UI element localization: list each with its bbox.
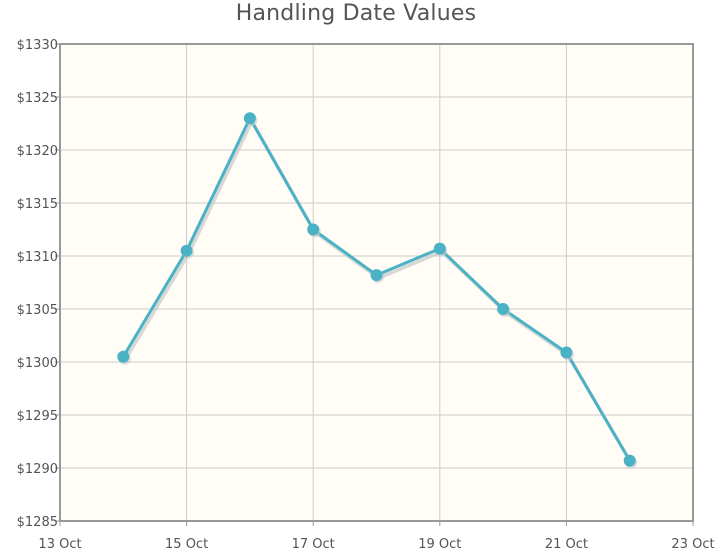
data-point	[433, 242, 446, 255]
y-tick-label: $1315	[17, 197, 58, 212]
plot-border	[59, 43, 694, 522]
x-tick-label: 13 Oct	[38, 537, 81, 552]
data-point	[497, 303, 510, 315]
x-tick-label: 19 Oct	[418, 537, 461, 552]
data-point	[307, 223, 320, 236]
y-tick-label: $1300	[17, 356, 58, 371]
data-point	[243, 112, 256, 125]
axis-ticks	[55, 43, 694, 526]
chart-title: Handling Date Values	[235, 1, 477, 26]
data-point	[117, 350, 130, 363]
data-point	[180, 244, 193, 257]
x-tick-label: 21 Oct	[545, 537, 588, 552]
y-tick-label: $1290	[17, 462, 58, 477]
y-axis-tick-labels: $1285 $1290 $1295 $1300 $1305 $1310 $1315 $1320…	[17, 38, 58, 530]
x-tick-label: 15 Oct	[165, 537, 208, 552]
series-layer	[117, 112, 638, 469]
y-tick-label: $1285	[17, 515, 58, 530]
y-tick-label: $1295	[17, 409, 58, 424]
x-axis-tick-labels: 13 Oct 15 Oct 17 Oct 19 Oct 21 Oct 23 Oct	[38, 537, 714, 552]
data-point	[370, 269, 383, 282]
data-point	[623, 454, 636, 467]
y-tick-label: $1320	[17, 144, 58, 159]
x-tick-label: 17 Oct	[292, 537, 335, 552]
y-tick-label: $1310	[17, 250, 58, 265]
y-tick-label: $1305	[17, 303, 58, 318]
grid-lines	[60, 44, 693, 521]
y-tick-label: $1325	[17, 91, 58, 106]
y-tick-label: $1330	[17, 38, 58, 53]
x-tick-label: 23 Oct	[671, 537, 714, 552]
data-point	[560, 346, 573, 359]
